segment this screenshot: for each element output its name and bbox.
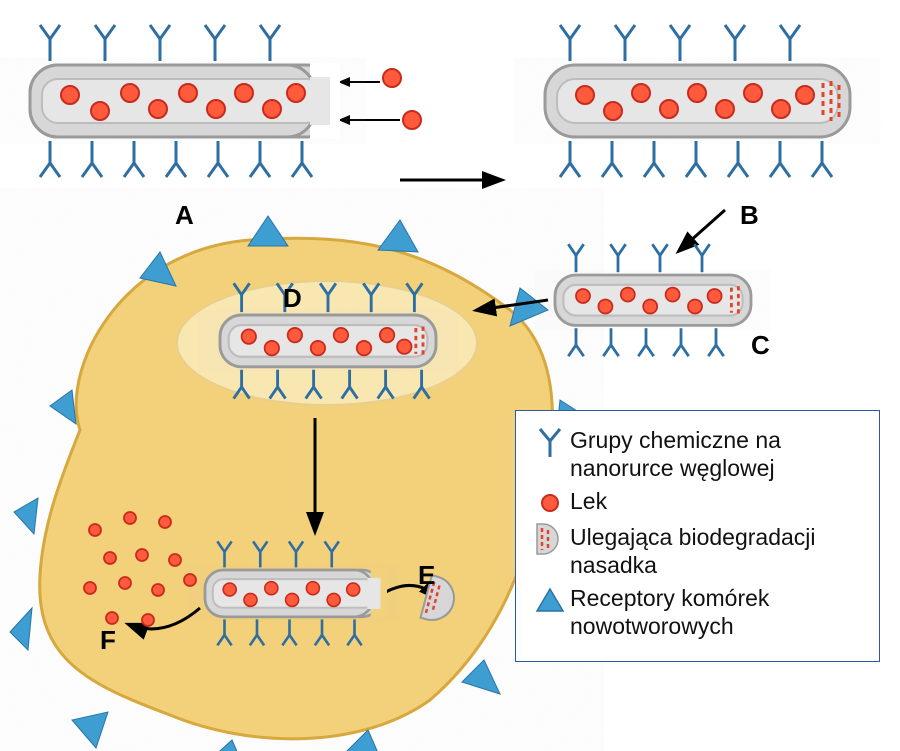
legend-item-tri: Receptory komórek nowotworowych (530, 585, 865, 640)
y-groups-top (40, 25, 280, 61)
legend-text-drug: Lek (570, 488, 865, 516)
nanotube-C (555, 244, 751, 356)
nanotube-A (30, 25, 340, 177)
drug-icon (530, 488, 570, 518)
label-D: D (283, 283, 302, 314)
label-C: C (751, 330, 770, 361)
y-group-icon (530, 427, 570, 457)
legend-item-ygroup: Grupy chemiczne na nanorurce węglowej (530, 427, 865, 482)
label-F: F (100, 625, 116, 656)
triangle-icon (530, 585, 570, 615)
label-B: B (740, 200, 759, 231)
label-E: E (418, 560, 435, 591)
nanotube-B (545, 25, 850, 177)
legend-item-drug: Lek (530, 488, 865, 518)
legend-text-tri: Receptory komórek nowotworowych (570, 585, 865, 640)
legend-text-ygroup: Grupy chemiczne na nanorurce węglowej (570, 427, 865, 482)
legend: Grupy chemiczne na nanorurce węglowej Le… (515, 410, 880, 662)
y-groups-bottom (40, 141, 312, 177)
figure-root: A B C D E F Grupy chemiczne na nanorurce… (0, 0, 900, 751)
legend-item-cap: Ulegająca biodegradacji nasadka (530, 524, 865, 579)
cap-icon (530, 524, 570, 554)
legend-text-cap: Ulegająca biodegradacji nasadka (570, 524, 865, 579)
label-A: A (175, 200, 194, 231)
